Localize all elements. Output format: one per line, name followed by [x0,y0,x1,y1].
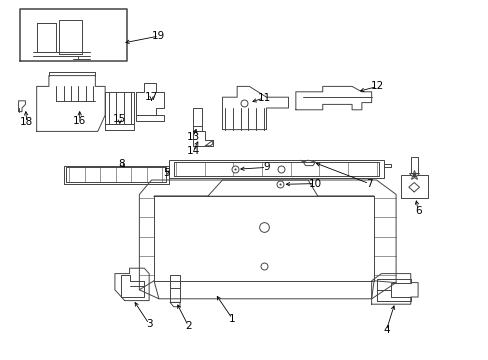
Text: 1: 1 [228,314,235,324]
Text: 9: 9 [263,162,269,172]
Text: 13: 13 [186,132,200,142]
Text: 8: 8 [118,159,124,169]
Text: 19: 19 [152,31,165,41]
Text: 14: 14 [186,146,200,156]
Text: 2: 2 [184,321,191,331]
Text: 5: 5 [163,168,169,178]
Text: 11: 11 [257,93,270,103]
Text: 12: 12 [370,81,384,91]
Text: 16: 16 [73,116,86,126]
Text: 17: 17 [144,92,158,102]
Text: 18: 18 [20,117,34,127]
Text: 3: 3 [145,319,152,329]
Text: 15: 15 [113,114,126,124]
Text: 4: 4 [382,325,389,336]
Text: 10: 10 [308,179,321,189]
Text: 7: 7 [365,179,372,189]
Text: 6: 6 [414,206,421,216]
